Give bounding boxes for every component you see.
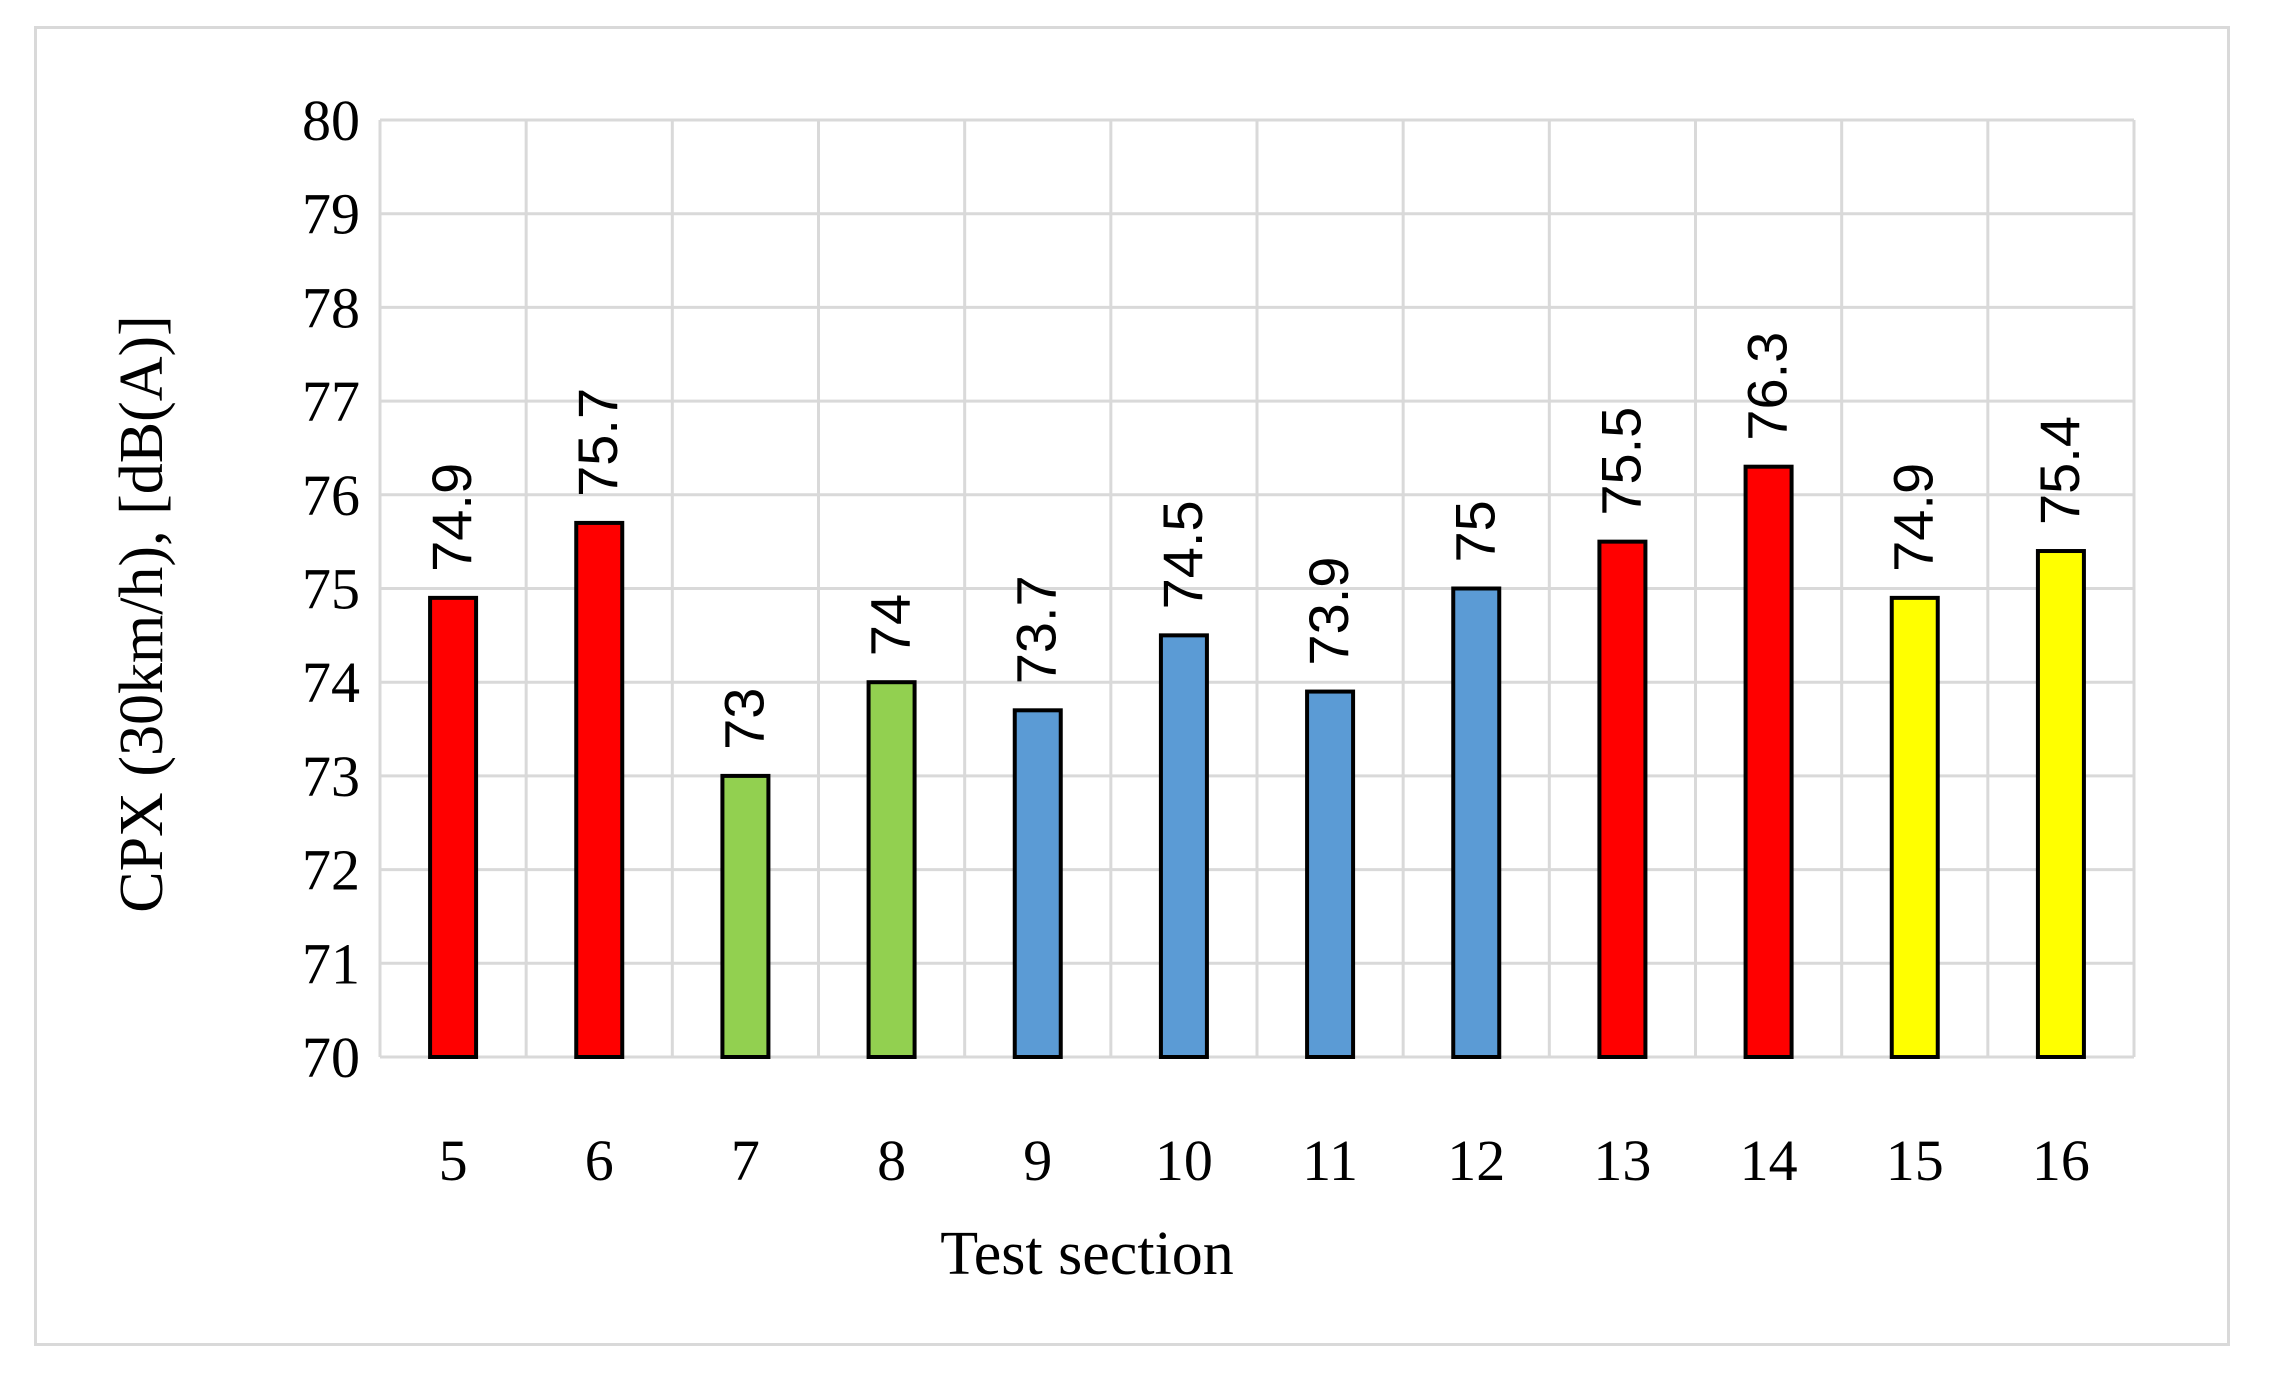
data-label: 74 <box>859 594 922 656</box>
data-labels: 74.9 75.7 73 74 73.7 74.5 73.9 75 75.5 76.3 74.9 75… <box>420 332 2091 750</box>
data-label: 75.5 <box>1589 407 1652 516</box>
figure-frame <box>34 26 2230 1346</box>
x-axis-title: Test section <box>940 1220 1234 1288</box>
bar <box>1451 586 1502 1059</box>
data-label: 76.3 <box>1736 332 1799 441</box>
bar <box>1743 464 1794 1059</box>
data-label: 74.5 <box>1151 500 1214 609</box>
y-tick-label: 76 <box>302 463 360 528</box>
x-tick-label: 13 <box>1593 1128 1651 1193</box>
x-tick-label: 8 <box>877 1128 906 1193</box>
bar <box>1305 689 1356 1059</box>
bar <box>574 520 625 1059</box>
y-tick-label: 74 <box>302 650 360 715</box>
x-tick-label: 7 <box>731 1128 760 1193</box>
data-label: 75.7 <box>566 388 629 497</box>
y-axis-ticks: 70 71 72 73 74 75 76 77 78 79 80 <box>302 88 360 1090</box>
bar <box>720 773 771 1060</box>
data-label: 74.9 <box>420 463 483 572</box>
x-tick-label: 5 <box>439 1128 468 1193</box>
bars <box>428 464 2086 1060</box>
bar <box>1012 708 1063 1059</box>
data-label: 73 <box>712 688 775 750</box>
data-label: 73.7 <box>1005 575 1068 684</box>
x-tick-label: 12 <box>1447 1128 1505 1193</box>
x-tick-label: 10 <box>1155 1128 1213 1193</box>
y-axis-title: CPX (30km/h), [dB(A)] <box>108 315 176 913</box>
y-tick-label: 72 <box>302 838 360 903</box>
bar <box>1889 595 1940 1059</box>
y-tick-label: 75 <box>302 557 360 622</box>
data-label: 75 <box>1443 500 1506 562</box>
bar <box>1597 539 1648 1059</box>
y-tick-label: 79 <box>302 182 360 247</box>
data-label: 73.9 <box>1297 557 1360 666</box>
data-label: 75.4 <box>2028 416 2091 525</box>
x-tick-label: 9 <box>1023 1128 1052 1193</box>
y-tick-label: 71 <box>302 931 360 996</box>
x-tick-label: 11 <box>1302 1128 1358 1193</box>
y-tick-label: 77 <box>302 369 360 434</box>
x-tick-label: 15 <box>1886 1128 1944 1193</box>
x-tick-label: 16 <box>2032 1128 2090 1193</box>
y-tick-label: 78 <box>302 275 360 340</box>
bar <box>2035 549 2086 1060</box>
x-tick-label: 6 <box>585 1128 614 1193</box>
y-tick-label: 70 <box>302 1025 360 1090</box>
bar <box>1158 633 1209 1059</box>
data-label: 74.9 <box>1882 463 1945 572</box>
grid-lines <box>378 118 2136 1059</box>
x-axis-ticks: 5 6 7 8 9 10 11 12 13 14 15 16 <box>439 1128 2090 1193</box>
y-tick-label: 80 <box>302 88 360 153</box>
x-tick-label: 14 <box>1740 1128 1798 1193</box>
bar <box>866 680 917 1059</box>
y-tick-label: 73 <box>302 744 360 809</box>
bar <box>428 595 479 1059</box>
